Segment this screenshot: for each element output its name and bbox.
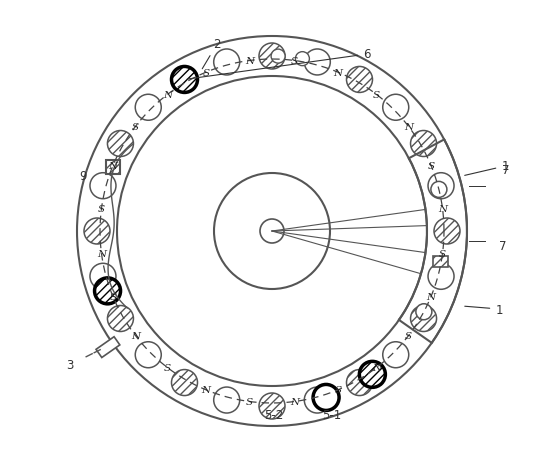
Circle shape	[383, 342, 409, 368]
Circle shape	[347, 370, 373, 396]
Text: S: S	[439, 250, 446, 258]
Circle shape	[434, 219, 460, 244]
Circle shape	[259, 44, 285, 70]
Text: 2: 2	[202, 38, 221, 69]
Text: N: N	[202, 386, 211, 394]
Circle shape	[171, 370, 197, 396]
Circle shape	[171, 67, 197, 93]
Circle shape	[135, 95, 161, 121]
Circle shape	[95, 278, 121, 304]
Text: 7: 7	[499, 239, 506, 252]
Circle shape	[411, 131, 436, 157]
Circle shape	[214, 50, 240, 76]
Text: N: N	[438, 205, 447, 213]
Text: 3: 3	[66, 358, 73, 371]
Text: S: S	[109, 293, 116, 302]
Text: S: S	[164, 363, 171, 372]
Text: N: N	[109, 161, 118, 170]
Circle shape	[428, 264, 454, 290]
Circle shape	[304, 387, 330, 413]
Text: 5-2: 5-2	[264, 408, 283, 421]
Circle shape	[259, 393, 285, 419]
Circle shape	[431, 182, 447, 198]
Text: 9: 9	[79, 169, 86, 182]
Circle shape	[347, 67, 373, 93]
Circle shape	[84, 219, 110, 244]
Text: S: S	[428, 161, 435, 170]
Circle shape	[411, 306, 436, 332]
Circle shape	[416, 304, 432, 320]
Text: N: N	[404, 123, 413, 131]
Text: N: N	[333, 69, 342, 77]
Circle shape	[90, 264, 116, 290]
Circle shape	[171, 67, 197, 93]
Text: 6: 6	[187, 49, 371, 80]
Bar	[96, 337, 120, 358]
Text: S: S	[202, 69, 210, 77]
Text: S: S	[246, 397, 253, 406]
Text: N: N	[97, 250, 106, 258]
Bar	[106, 160, 120, 174]
Text: S: S	[132, 123, 139, 131]
Text: N: N	[163, 91, 172, 100]
Text: 5-1: 5-1	[322, 408, 341, 421]
Circle shape	[108, 306, 133, 332]
Text: S: S	[405, 332, 412, 340]
Text: N: N	[372, 363, 381, 372]
Circle shape	[214, 387, 240, 413]
Circle shape	[295, 52, 310, 67]
Text: N: N	[245, 57, 254, 66]
Text: S: S	[334, 386, 342, 394]
Circle shape	[90, 173, 116, 199]
Circle shape	[360, 362, 385, 388]
Circle shape	[304, 50, 330, 76]
Text: 1: 1	[465, 160, 509, 176]
Circle shape	[313, 385, 339, 411]
Text: S: S	[373, 91, 380, 100]
Text: N: N	[131, 332, 140, 340]
Circle shape	[135, 342, 161, 368]
Text: N: N	[290, 397, 299, 406]
Circle shape	[271, 50, 285, 64]
Circle shape	[428, 173, 454, 199]
Bar	[434, 257, 448, 267]
Circle shape	[383, 95, 409, 121]
Text: S: S	[291, 57, 298, 66]
Text: S: S	[98, 205, 105, 213]
Text: 7: 7	[502, 163, 510, 176]
Text: 1: 1	[465, 303, 503, 316]
Text: N: N	[426, 293, 435, 302]
Circle shape	[108, 131, 133, 157]
